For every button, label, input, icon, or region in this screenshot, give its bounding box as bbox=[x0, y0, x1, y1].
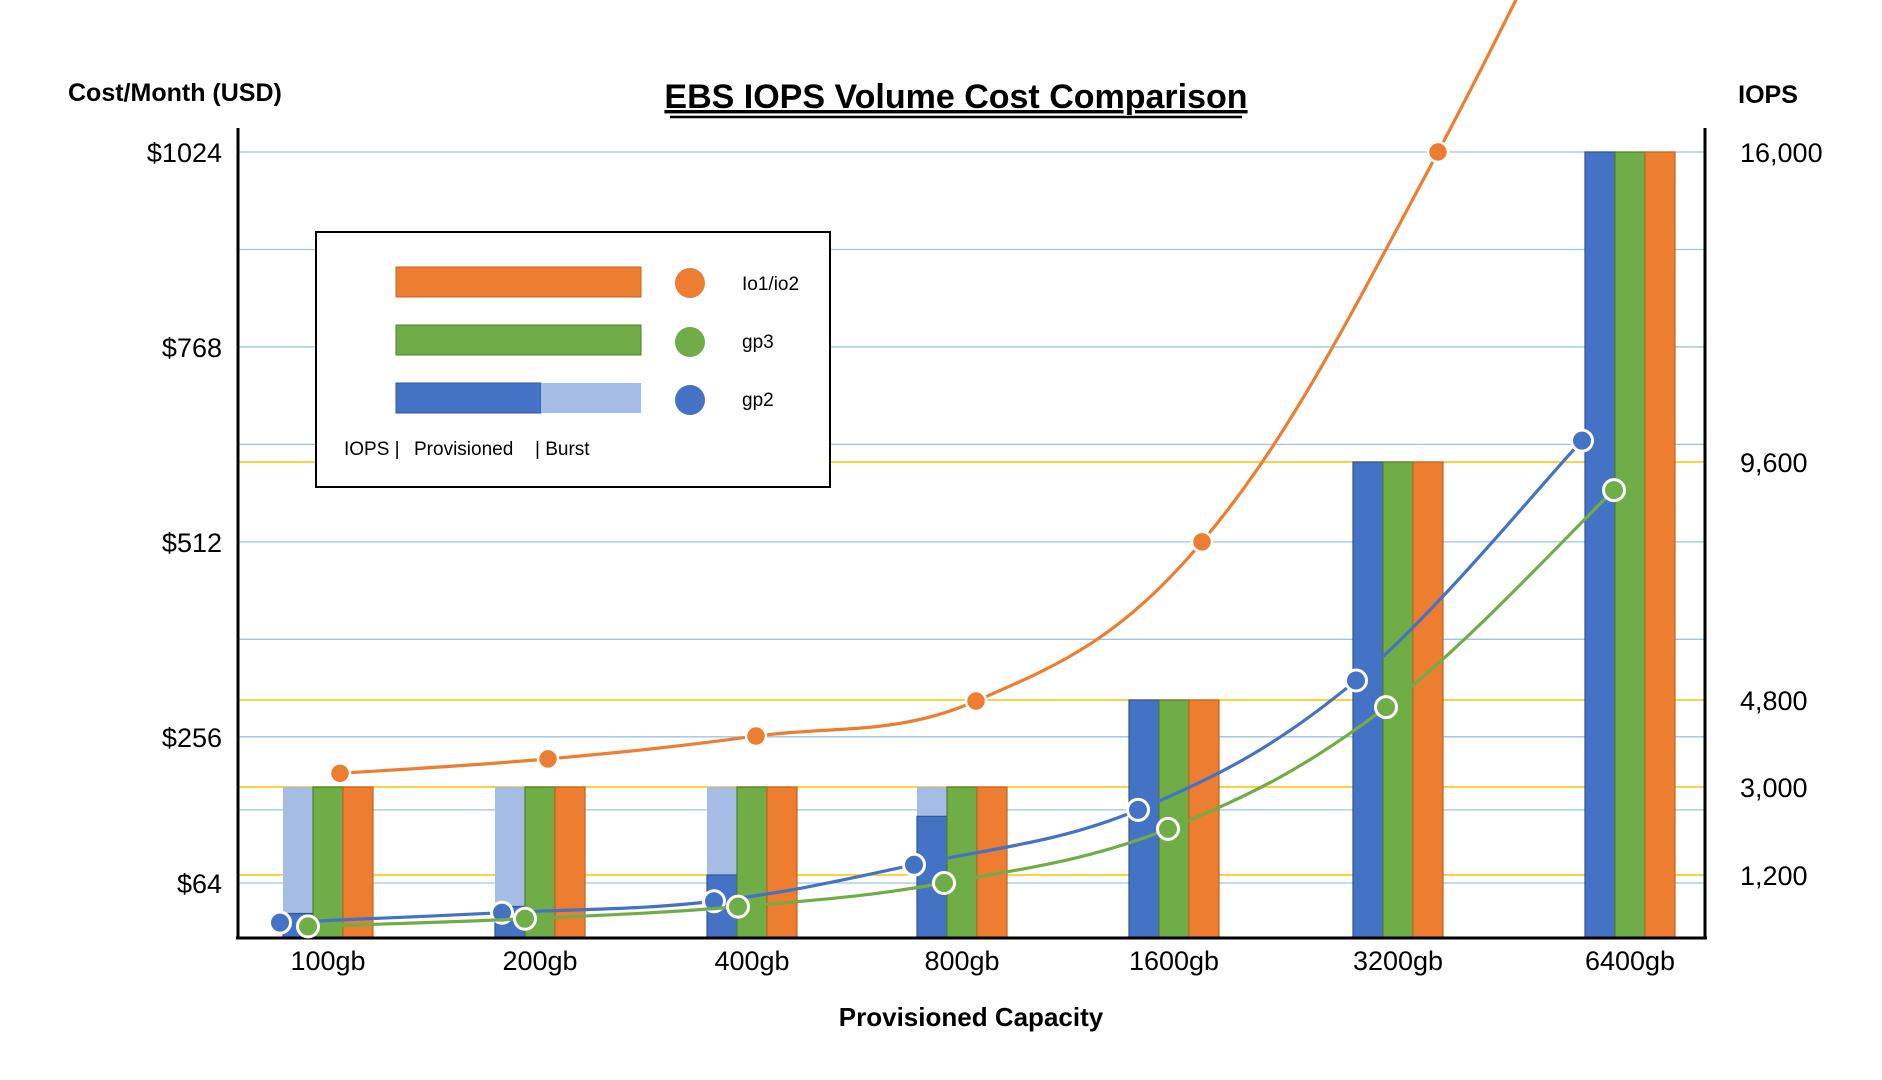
right-tick-label: 9,600 bbox=[1740, 448, 1808, 478]
chart-title: EBS IOPS Volume Cost Comparison bbox=[664, 78, 1247, 116]
legend-gp2-marker bbox=[675, 385, 705, 415]
point-io1 bbox=[1426, 140, 1450, 164]
right-tick-label: 16,000 bbox=[1740, 138, 1823, 168]
legend-gp3-label: gp3 bbox=[742, 332, 774, 353]
point-gp2 bbox=[268, 910, 292, 935]
line-io1 bbox=[339, 0, 1518, 775]
point-gp2 bbox=[1570, 428, 1594, 453]
point-io1 bbox=[964, 689, 988, 713]
point-io1 bbox=[328, 762, 352, 785]
left-tick-label: $512 bbox=[162, 528, 222, 558]
left-tick-label: $64 bbox=[177, 869, 222, 899]
tick-labels: $1024 $768 $512 $256 $64 16,000 9,600 4,800 3,00… bbox=[147, 138, 1823, 976]
point-gp3 bbox=[726, 894, 750, 919]
legend-gp2-burst-swatch bbox=[541, 383, 641, 413]
point-gp2 bbox=[1126, 797, 1150, 822]
bar-gp2-burst bbox=[283, 787, 313, 938]
right-tick-label: 4,800 bbox=[1740, 686, 1808, 716]
line-series-gp2 bbox=[268, 428, 1594, 935]
bar-gp3 bbox=[1614, 151, 1646, 939]
left-axis-label: Cost/Month (USD) bbox=[68, 79, 282, 107]
x-tick-label: 400gb bbox=[714, 946, 789, 976]
bar-io1-io2 bbox=[1412, 461, 1444, 939]
cost-lines bbox=[268, 0, 1626, 939]
legend-io1-marker bbox=[675, 268, 705, 298]
bar-io1-io2 bbox=[976, 786, 1008, 939]
legend-gp3-swatch bbox=[395, 324, 642, 356]
bars bbox=[282, 151, 1676, 939]
legend-gp2-provisioned-swatch bbox=[395, 382, 542, 414]
x-tick-label: 3200gb bbox=[1353, 946, 1443, 976]
legend-io1-swatch bbox=[395, 266, 642, 298]
legend-gp2-label: gp2 bbox=[742, 390, 774, 411]
right-tick-label: 3,000 bbox=[1740, 773, 1808, 803]
x-axis-label: Provisioned Capacity bbox=[839, 1002, 1104, 1032]
point-io1 bbox=[744, 724, 768, 748]
bar-gp2-provisioned bbox=[1584, 151, 1616, 939]
axes bbox=[236, 128, 1707, 940]
legend: Io1/io2 gp3 gp2 IOPS | Provisioned | Bur… bbox=[315, 231, 831, 488]
line-series-gp3 bbox=[296, 478, 1626, 939]
x-tick-label: 200gb bbox=[502, 946, 577, 976]
text-labels: EBS IOPS Volume Cost Comparison Cost/Mon… bbox=[68, 78, 1798, 1032]
line-series-io1 bbox=[328, 0, 1518, 785]
point-gp3 bbox=[932, 871, 956, 895]
legend-footer-burst: | Burst bbox=[535, 439, 590, 460]
bar-io1-io2 bbox=[342, 786, 374, 939]
legend-footer-provisioned: Provisioned bbox=[414, 439, 513, 460]
point-gp3 bbox=[1156, 816, 1180, 841]
left-tick-label: $768 bbox=[162, 333, 222, 363]
right-tick-label: 1,200 bbox=[1740, 861, 1808, 891]
left-tick-label: $256 bbox=[162, 723, 222, 753]
point-gp2 bbox=[1344, 668, 1368, 693]
left-tick-label: $1024 bbox=[147, 138, 222, 168]
bar-gp3 bbox=[946, 786, 978, 939]
point-io1 bbox=[1190, 530, 1214, 554]
point-gp2 bbox=[490, 900, 514, 925]
bar-gp3 bbox=[312, 786, 344, 939]
right-axis-label: IOPS bbox=[1738, 81, 1798, 109]
point-gp3 bbox=[1602, 478, 1626, 503]
legend-gp3-marker bbox=[675, 327, 705, 357]
legend-io1-label: Io1/io2 bbox=[742, 274, 799, 295]
legend-footer-iops: IOPS | bbox=[344, 439, 400, 460]
bar-io1-io2 bbox=[1644, 151, 1676, 939]
point-gp3 bbox=[513, 906, 537, 931]
point-gp2 bbox=[902, 852, 926, 877]
x-tick-label: 100gb bbox=[290, 946, 365, 976]
point-gp3 bbox=[296, 914, 320, 939]
point-io1 bbox=[536, 747, 560, 771]
x-tick-label: 800gb bbox=[924, 946, 999, 976]
x-tick-label: 6400gb bbox=[1585, 946, 1675, 976]
point-gp3 bbox=[1374, 695, 1398, 720]
bar-io1-io2 bbox=[766, 786, 798, 939]
x-tick-label: 1600gb bbox=[1129, 946, 1219, 976]
